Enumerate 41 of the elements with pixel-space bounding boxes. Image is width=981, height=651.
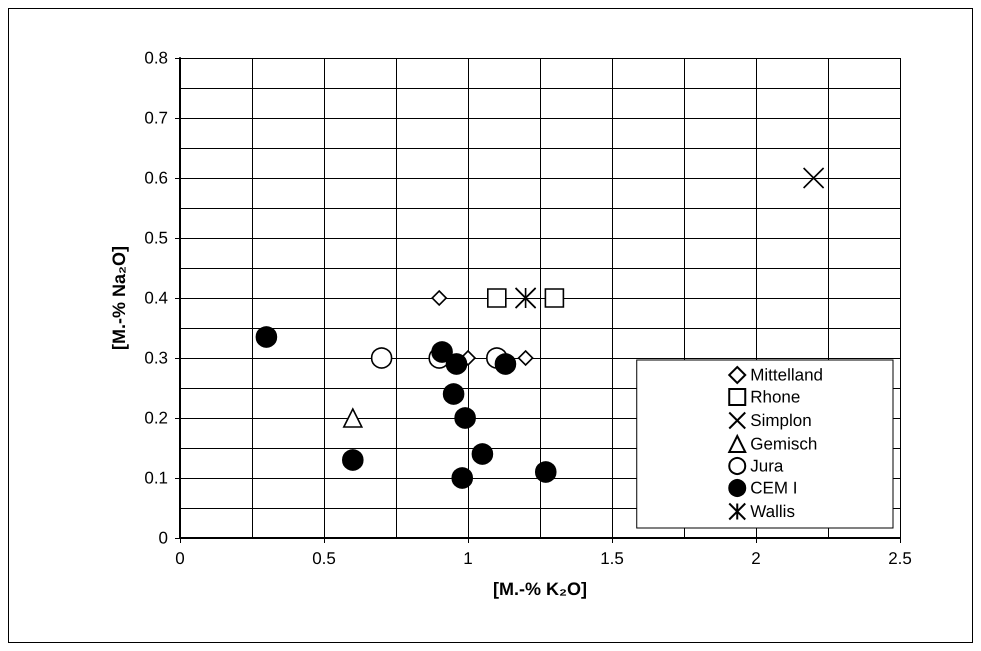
x-tick-label: 1 xyxy=(463,549,473,568)
point xyxy=(446,353,468,375)
x-tick-label: 2.5 xyxy=(888,549,912,568)
y-tick-label: 0.1 xyxy=(144,468,168,488)
y-tick-label: 0.4 xyxy=(144,288,168,308)
point xyxy=(454,407,476,429)
y-tick-label: 0.6 xyxy=(144,168,168,188)
x-tick-label: 2 xyxy=(751,549,761,568)
y-tick-label: 0.5 xyxy=(144,228,168,248)
point xyxy=(370,347,392,369)
point xyxy=(431,341,453,363)
legend-label: Rhone xyxy=(750,388,800,406)
legend-label: Wallis xyxy=(750,502,795,521)
point xyxy=(802,167,824,189)
x-tick-label: 0 xyxy=(175,549,185,568)
legend-label: Jura xyxy=(750,456,784,476)
y-tick-label: 0 xyxy=(158,528,168,548)
y-axis-title: [M.-% Na₂O] xyxy=(109,246,129,350)
legend-label: Gemisch xyxy=(750,434,818,454)
legend-label: Simplon xyxy=(750,411,812,430)
point xyxy=(256,326,278,348)
point xyxy=(342,449,364,471)
y-tick-label: 0.8 xyxy=(144,48,168,68)
point xyxy=(442,383,464,405)
point xyxy=(544,288,564,308)
y-tick-label: 0.2 xyxy=(144,408,168,428)
legend-label: Mittelland xyxy=(750,366,824,384)
x-tick-label: 1.5 xyxy=(600,549,624,568)
y-tick-label: 0.3 xyxy=(144,348,168,368)
point xyxy=(494,353,516,375)
x-axis-title: [M.-% K₂O] xyxy=(493,579,587,599)
point xyxy=(451,467,474,489)
point xyxy=(534,461,557,483)
point xyxy=(431,290,447,306)
point xyxy=(518,350,534,366)
point xyxy=(343,408,363,428)
point xyxy=(472,443,494,465)
point xyxy=(487,288,507,308)
y-tick-label: 0.7 xyxy=(144,108,168,128)
legend-label: CEM I xyxy=(750,478,798,498)
x-tick-label: 0.5 xyxy=(312,549,336,568)
